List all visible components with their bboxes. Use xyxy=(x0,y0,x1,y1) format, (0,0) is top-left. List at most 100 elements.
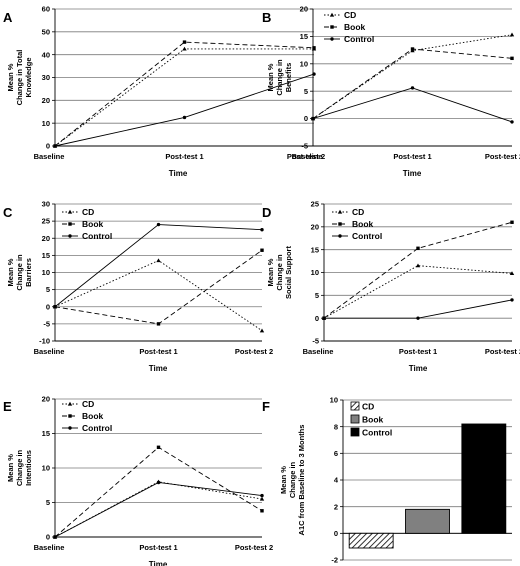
point-book xyxy=(156,322,161,326)
point-control xyxy=(416,316,420,320)
legend-marker-control xyxy=(68,426,72,430)
legend-label-control: Control xyxy=(362,428,392,438)
point-control xyxy=(182,115,187,120)
y-tick-label: 15 xyxy=(300,32,308,41)
y-tick-label: 20 xyxy=(311,222,319,231)
y-axis-label: Intentions xyxy=(24,450,33,486)
legend-label-cd: CD xyxy=(82,399,94,409)
series-line-book xyxy=(54,41,315,147)
legend-marker-book xyxy=(330,25,334,29)
point-control xyxy=(53,535,57,539)
legend-marker-book xyxy=(68,414,72,418)
x-category-label: Post-test 1 xyxy=(393,152,431,161)
panel-d: D Mean % Change in Social Support -5 0 5 10 15 20… xyxy=(262,200,520,373)
y-axis-label: A1C from Baseline to 3 Months xyxy=(297,425,306,536)
y-axis-label: Benefits xyxy=(284,63,293,93)
panel-b: B Mean % Change in Benefits -5 0 5 10 15 20 Baseli… xyxy=(262,5,520,178)
x-category-label: Post-test 1 xyxy=(139,347,177,356)
x-category-label: Baseline xyxy=(292,152,323,161)
y-tick-label: 5 xyxy=(46,498,50,507)
legend-marker-cd xyxy=(67,401,73,406)
point-book xyxy=(510,220,514,224)
panel-letter: F xyxy=(262,399,270,414)
series-line-cd xyxy=(323,265,513,319)
x-axis-label: Time xyxy=(149,364,168,373)
y-tick-label: 0 xyxy=(46,533,50,542)
legend-label-cd: CD xyxy=(344,10,356,20)
legend-label-control: Control xyxy=(352,231,382,241)
point-control xyxy=(53,144,57,148)
y-tick-label: 10 xyxy=(42,268,50,277)
y-tick-label: 6 xyxy=(334,449,338,458)
x-category-label: Baseline xyxy=(34,543,65,552)
legend-swatch-book xyxy=(350,414,360,424)
x-category-label: Baseline xyxy=(34,347,65,356)
y-tick-label: -5 xyxy=(301,142,308,151)
y-axis-label: Mean % xyxy=(6,258,15,286)
point-control xyxy=(311,116,315,121)
point-control xyxy=(510,298,514,302)
panel-letter: C xyxy=(3,205,13,220)
y-axis-label: Change in xyxy=(15,254,24,291)
point-book xyxy=(312,46,316,50)
y-axis-label: Mean % xyxy=(6,63,15,91)
panel-letter: A xyxy=(3,10,13,25)
legend-label-control: Control xyxy=(82,423,112,433)
point-book xyxy=(182,40,187,44)
x-category-label: Post-test 2 xyxy=(485,347,520,356)
x-category-label: Baseline xyxy=(34,152,65,161)
y-tick-label: 20 xyxy=(42,234,50,243)
legend-marker-control xyxy=(330,37,334,41)
legend-label-cd: CD xyxy=(352,207,364,217)
y-tick-label: 15 xyxy=(42,429,50,438)
y-axis-label: Change in Total xyxy=(15,50,24,106)
y-tick-label: 0 xyxy=(304,114,308,123)
point-cd xyxy=(182,46,187,51)
bar-book xyxy=(405,508,450,534)
point-control xyxy=(410,86,415,90)
y-axis-label: Knowledge xyxy=(24,57,33,97)
legend-label-cd: CD xyxy=(362,402,374,412)
series-line-book xyxy=(54,446,263,538)
point-book xyxy=(156,445,161,449)
y-axis-label: Change in xyxy=(288,461,297,498)
panel-letter: D xyxy=(262,205,271,220)
panel-f: F Mean % Change in A1C from Baseline to 3 M… xyxy=(262,396,512,565)
legend-marker-control xyxy=(68,234,72,238)
legend-label-book: Book xyxy=(352,219,374,229)
panel-letter: B xyxy=(262,10,271,25)
x-axis-label: Time xyxy=(149,560,168,566)
y-tick-label: 8 xyxy=(334,422,338,431)
point-control xyxy=(260,227,264,232)
legend-marker-cd xyxy=(67,209,73,214)
y-axis-label: Change in xyxy=(275,59,284,96)
x-category-label: Post-test 2 xyxy=(287,152,325,161)
panel-e: E Mean % Change in Intentions 0 5 10 15 20 Baseli… xyxy=(3,395,273,566)
legend-label-control: Control xyxy=(344,34,374,44)
legend-label-book: Book xyxy=(82,219,104,229)
y-tick-label: 0 xyxy=(334,529,338,538)
point-book xyxy=(260,509,264,513)
y-tick-label: 0 xyxy=(46,302,50,311)
y-tick-label: 2 xyxy=(334,502,338,511)
x-axis-label: Time xyxy=(409,364,428,373)
y-tick-label: -2 xyxy=(331,556,338,565)
legend-marker-book xyxy=(338,222,342,226)
y-tick-label: 15 xyxy=(311,245,319,254)
point-control xyxy=(322,316,326,320)
y-tick-label: 10 xyxy=(42,119,50,128)
y-tick-label: 20 xyxy=(42,395,50,404)
legend-swatch-control xyxy=(350,427,360,437)
point-cd xyxy=(415,263,421,268)
legend-label-control: Control xyxy=(82,231,112,241)
y-tick-label: 15 xyxy=(42,251,50,260)
point-book xyxy=(510,56,514,61)
legend-label-cd: CD xyxy=(82,207,94,217)
x-axis-label: Time xyxy=(403,169,422,178)
legend-label-book: Book xyxy=(362,415,384,425)
x-category-label: Post-test 1 xyxy=(399,347,437,356)
y-tick-label: -5 xyxy=(312,337,319,346)
y-axis-label: Mean % xyxy=(6,454,15,482)
x-category-label: Post-test 2 xyxy=(485,152,520,161)
